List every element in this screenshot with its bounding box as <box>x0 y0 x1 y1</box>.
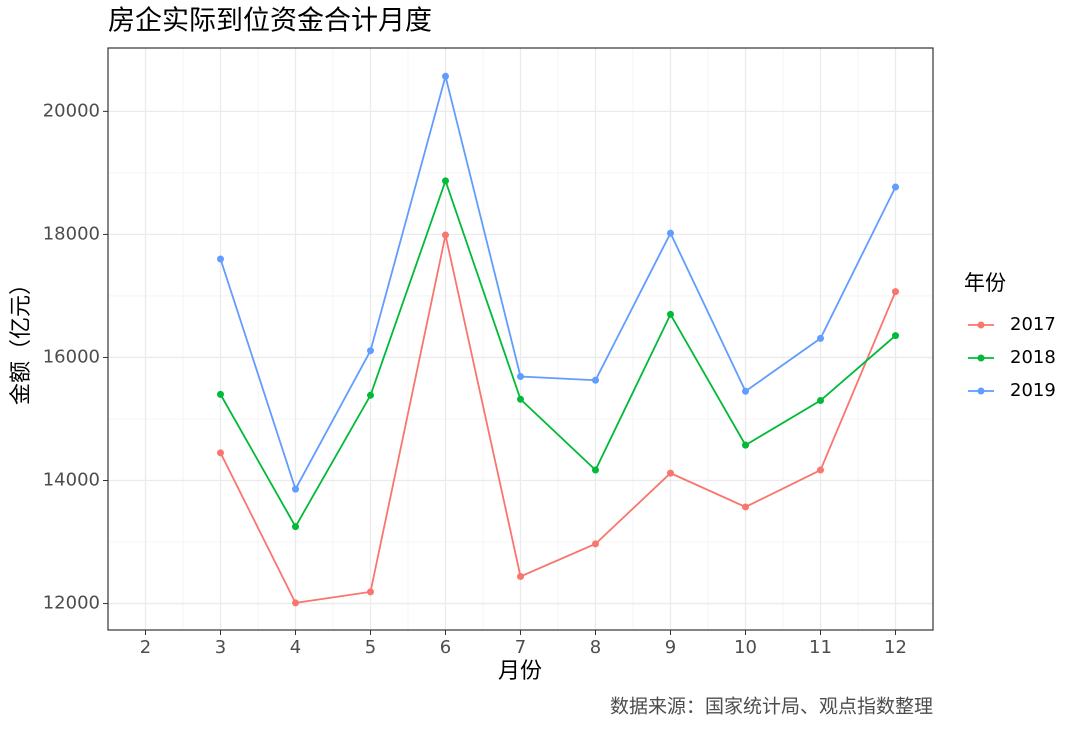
point <box>892 183 899 191</box>
point <box>742 503 749 511</box>
point <box>667 310 674 318</box>
point <box>817 466 824 474</box>
y-axis-label: 金额（亿元） <box>9 273 34 405</box>
x-tick-label: 5 <box>365 637 376 658</box>
x-tick-label: 9 <box>665 637 676 658</box>
point <box>817 397 824 405</box>
y-tick-label: 20000 <box>43 100 100 121</box>
point <box>667 469 674 477</box>
legend-key-point <box>977 354 985 362</box>
legend-title: 年份 <box>964 271 1006 295</box>
point <box>442 231 449 239</box>
x-tick-label: 3 <box>215 637 226 658</box>
legend-key-point <box>977 321 985 329</box>
point <box>217 390 224 398</box>
legend-label: 2018 <box>1010 347 1056 368</box>
point <box>742 387 749 395</box>
point <box>592 540 599 548</box>
point <box>892 288 899 296</box>
point <box>742 441 749 449</box>
point <box>517 395 524 403</box>
caption: 数据来源：国家统计局、观点指数整理 <box>610 696 933 718</box>
x-tick-label: 11 <box>809 637 832 658</box>
point <box>667 229 674 237</box>
x-tick-label: 8 <box>590 637 601 658</box>
point <box>367 347 374 355</box>
y-tick-label: 18000 <box>43 223 100 244</box>
point <box>292 485 299 493</box>
point <box>217 255 224 263</box>
point <box>517 373 524 381</box>
point <box>217 449 224 457</box>
legend-key-point <box>977 387 985 395</box>
x-tick-label: 7 <box>515 637 526 658</box>
point <box>442 177 449 185</box>
y-tick-label: 12000 <box>43 593 100 614</box>
line <box>219 178 897 529</box>
point <box>442 72 449 80</box>
chart-title: 房企实际到位资金合计月度 <box>108 6 432 37</box>
point <box>592 466 599 474</box>
point <box>292 523 299 531</box>
x-tick-label: 6 <box>440 637 451 658</box>
x-axis-label: 月份 <box>498 659 542 684</box>
point <box>592 376 599 384</box>
y-tick-label: 14000 <box>43 470 100 491</box>
x-tick-label: 12 <box>884 637 907 658</box>
point <box>892 332 899 340</box>
point <box>517 572 524 580</box>
x-tick-label: 10 <box>734 637 757 658</box>
x-tick-label: 4 <box>290 637 301 658</box>
point <box>367 588 374 596</box>
y-tick-label: 16000 <box>43 346 100 367</box>
point <box>817 334 824 342</box>
line <box>219 234 897 604</box>
legend-label: 2019 <box>1010 380 1056 401</box>
panel-border <box>107 47 934 631</box>
legend-label: 2017 <box>1010 314 1056 335</box>
point <box>367 391 374 399</box>
point <box>292 599 299 607</box>
line <box>219 72 897 492</box>
x-tick-label: 2 <box>140 637 151 658</box>
